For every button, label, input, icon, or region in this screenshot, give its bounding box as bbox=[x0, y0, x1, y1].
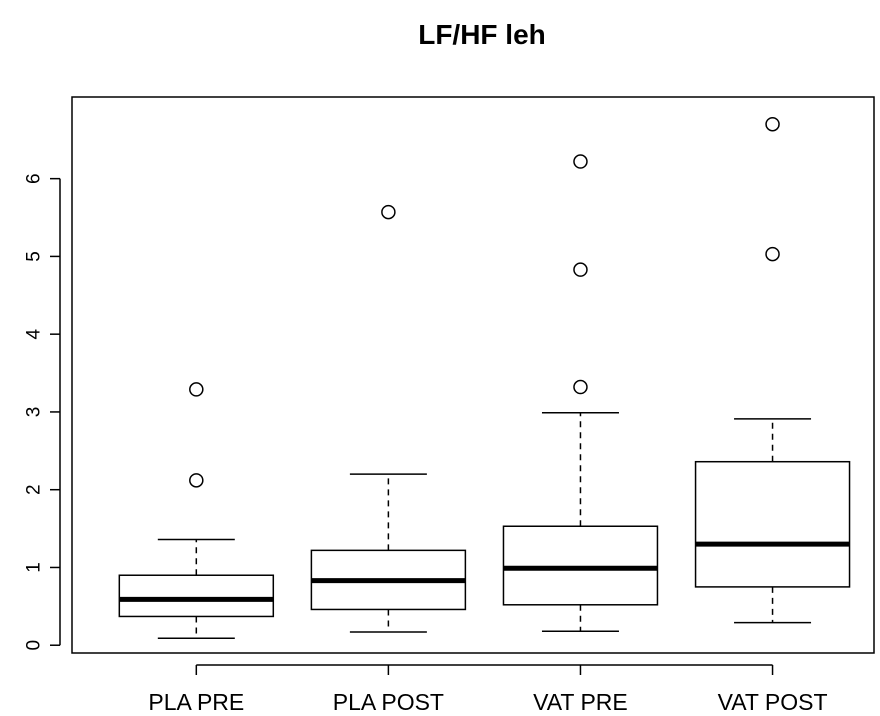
iqr-box bbox=[694, 460, 851, 588]
outlier-point bbox=[573, 262, 588, 277]
box-3 bbox=[502, 154, 659, 632]
x-tick-label: PLA PRE bbox=[148, 689, 244, 715]
x-tick-label: VAT PRE bbox=[533, 689, 628, 715]
outlier-point bbox=[189, 473, 204, 488]
outlier-point bbox=[765, 116, 780, 132]
box-1 bbox=[118, 382, 275, 639]
box-2 bbox=[310, 204, 467, 633]
y-tick-label: 5 bbox=[24, 251, 45, 262]
y-tick-label: 0 bbox=[24, 640, 45, 651]
x-axis: PLA PRE PLA POST VAT PRE VAT POST bbox=[148, 664, 828, 715]
outlier-point bbox=[573, 379, 588, 395]
x-tick-label: PLA POST bbox=[333, 689, 444, 715]
iqr-box bbox=[502, 525, 659, 606]
outlier-point bbox=[189, 382, 204, 397]
y-tick-label: 3 bbox=[24, 407, 45, 418]
boxes-group bbox=[118, 116, 851, 639]
y-tick-label: 4 bbox=[24, 328, 45, 339]
box-4 bbox=[694, 116, 851, 624]
iqr-box bbox=[118, 574, 275, 618]
plot-frame bbox=[71, 96, 875, 654]
x-tick-label: VAT POST bbox=[718, 689, 828, 715]
outlier-point bbox=[381, 204, 396, 220]
y-axis: 0 1 2 3 4 5 6 bbox=[24, 173, 61, 651]
outlier-point bbox=[573, 154, 588, 169]
outlier-point bbox=[765, 246, 780, 262]
chart-title: LF/HF leh bbox=[418, 19, 546, 50]
y-tick-label: 1 bbox=[24, 562, 45, 573]
y-tick-label: 6 bbox=[24, 173, 45, 184]
y-tick-label: 2 bbox=[24, 484, 45, 495]
